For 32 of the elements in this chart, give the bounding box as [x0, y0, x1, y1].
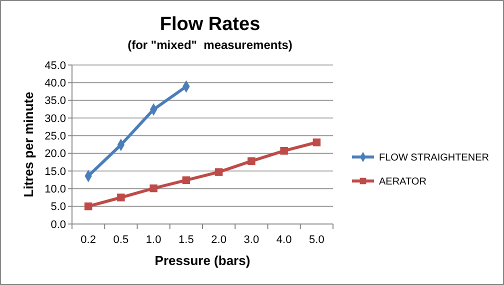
point: [84, 202, 92, 210]
point: [117, 194, 125, 202]
y-tick-label: 15.0: [44, 166, 66, 178]
x-tick-label: 3.0: [244, 234, 260, 246]
x-tick-label: 5.0: [309, 234, 324, 246]
x-tick-label: 1.5: [178, 234, 194, 246]
y-tick-label: 10.0: [44, 184, 66, 196]
y-tick-label: 30.0: [44, 112, 66, 125]
x-tick-label: 0.2: [80, 234, 96, 246]
x-tick-label: 4.0: [276, 234, 292, 246]
y-tick-label: 5.0: [50, 201, 66, 214]
y-tick-label: 25.0: [44, 130, 66, 143]
y-axis-title: Litres per minute: [21, 92, 36, 198]
legend-label: AERATOR: [379, 176, 426, 188]
y-tick-label: 45.0: [44, 60, 66, 72]
point: [280, 146, 288, 155]
point: [312, 138, 321, 146]
point: [214, 168, 223, 176]
x-tick-label: 1.0: [146, 234, 162, 246]
x-tick-label: 0.5: [113, 234, 129, 246]
chart-title: Flow Rates: [160, 14, 260, 35]
y-tick-label: 35.0: [44, 95, 66, 108]
chart-subtitle: (for "mixed" measurements): [128, 38, 292, 52]
legend-label: FLOW STRAIGHTENER: [379, 152, 490, 164]
y-tick-label: 40.0: [44, 78, 66, 90]
x-axis-title: Pressure (bars): [154, 253, 250, 268]
point: [182, 176, 190, 184]
x-tick-label: 2.0: [211, 234, 226, 246]
point: [248, 157, 256, 165]
y-tick-label: 0.0: [50, 218, 66, 231]
point: [150, 184, 158, 192]
y-tick-label: 20.0: [44, 148, 66, 160]
